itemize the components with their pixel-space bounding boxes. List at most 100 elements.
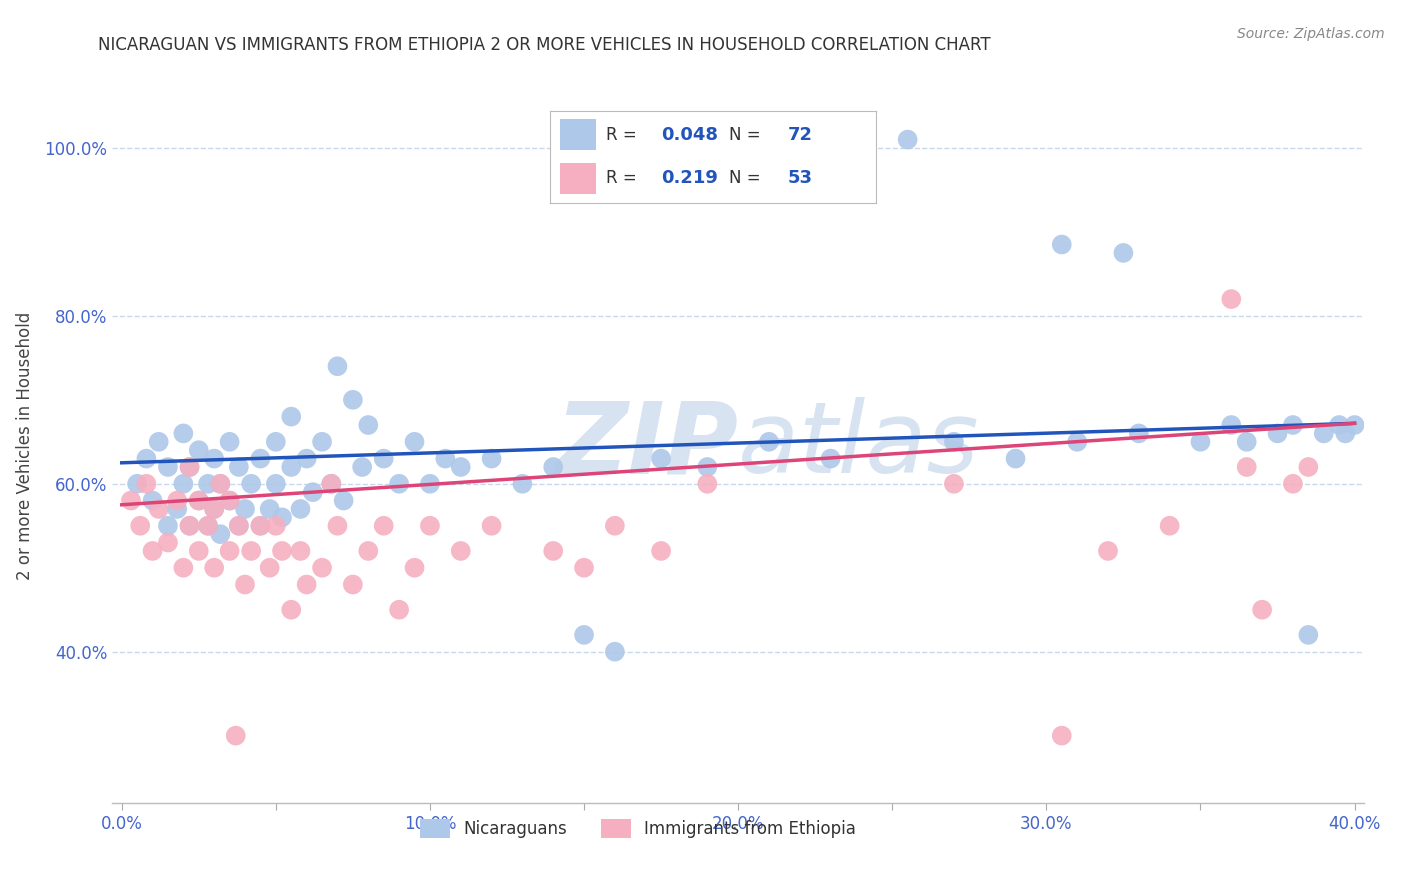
Point <box>141 544 163 558</box>
Point <box>1097 544 1119 558</box>
Point <box>249 518 271 533</box>
Point <box>225 729 247 743</box>
Point <box>135 476 157 491</box>
Point <box>240 544 263 558</box>
Point <box>1236 460 1258 475</box>
Text: Source: ZipAtlas.com: Source: ZipAtlas.com <box>1237 27 1385 41</box>
Point <box>1066 434 1088 449</box>
Point <box>187 544 209 558</box>
Point <box>419 518 441 533</box>
Point <box>1004 451 1026 466</box>
Point <box>179 460 201 475</box>
Point <box>295 451 318 466</box>
Point <box>187 443 209 458</box>
Point <box>187 493 209 508</box>
Point <box>357 417 380 432</box>
Point <box>404 560 426 574</box>
Point <box>290 502 312 516</box>
Point <box>1189 434 1212 449</box>
Point <box>135 451 157 466</box>
Point <box>1220 292 1243 306</box>
Point <box>650 544 672 558</box>
Text: NICARAGUAN VS IMMIGRANTS FROM ETHIOPIA 2 OR MORE VEHICLES IN HOUSEHOLD CORRELATI: NICARAGUAN VS IMMIGRANTS FROM ETHIOPIA 2… <box>98 36 991 54</box>
Legend: Nicaraguans, Immigrants from Ethiopia: Nicaraguans, Immigrants from Ethiopia <box>413 812 862 845</box>
Point <box>209 476 232 491</box>
Point <box>129 518 152 533</box>
Point <box>1050 729 1073 743</box>
Point <box>326 518 349 533</box>
Point <box>156 460 179 475</box>
Point <box>172 476 194 491</box>
Point <box>228 460 250 475</box>
Point <box>127 476 149 491</box>
Point <box>572 628 595 642</box>
Point <box>233 502 256 516</box>
Point <box>897 132 920 146</box>
Point <box>1343 417 1365 432</box>
Point <box>820 451 842 466</box>
Point <box>541 460 564 475</box>
Point <box>326 359 349 374</box>
Point <box>419 476 441 491</box>
Point <box>264 434 287 449</box>
Point <box>1282 476 1305 491</box>
Point <box>388 603 411 617</box>
Point <box>373 451 395 466</box>
Point <box>572 560 595 574</box>
Point <box>209 527 232 541</box>
Point <box>942 434 965 449</box>
Point <box>264 518 287 533</box>
Point <box>259 560 281 574</box>
Point <box>249 451 271 466</box>
Point <box>179 460 201 475</box>
Point <box>202 502 225 516</box>
Point <box>259 502 281 516</box>
Point <box>321 476 343 491</box>
Point <box>481 518 503 533</box>
Point <box>202 502 225 516</box>
Point <box>280 409 302 424</box>
Point <box>332 493 354 508</box>
Point <box>942 476 965 491</box>
Point <box>1159 518 1181 533</box>
Point <box>450 544 472 558</box>
Point <box>202 451 225 466</box>
Point <box>148 502 170 516</box>
Point <box>197 476 219 491</box>
Point <box>280 603 302 617</box>
Point <box>218 544 240 558</box>
Point <box>311 560 333 574</box>
Point <box>1282 417 1305 432</box>
Point <box>156 518 179 533</box>
Point <box>311 434 333 449</box>
Point <box>271 544 294 558</box>
Point <box>321 476 343 491</box>
Point <box>280 460 302 475</box>
Point <box>290 544 312 558</box>
Point <box>352 460 374 475</box>
Point <box>179 518 201 533</box>
Point <box>218 493 240 508</box>
Point <box>758 434 780 449</box>
Point <box>249 518 271 533</box>
Point <box>166 502 188 516</box>
Point <box>156 535 179 549</box>
Point <box>1298 628 1320 642</box>
Point <box>295 577 318 591</box>
Point <box>404 434 426 449</box>
Point <box>603 518 626 533</box>
Point <box>481 451 503 466</box>
Point <box>603 645 626 659</box>
Point <box>1220 417 1243 432</box>
Point <box>240 476 263 491</box>
Point <box>1236 434 1258 449</box>
Point <box>172 426 194 441</box>
Point <box>301 485 323 500</box>
Point <box>233 577 256 591</box>
Point <box>1128 426 1150 441</box>
Point <box>1251 603 1274 617</box>
Point <box>197 518 219 533</box>
Point <box>1112 246 1135 260</box>
Point <box>187 493 209 508</box>
Point <box>434 451 457 466</box>
